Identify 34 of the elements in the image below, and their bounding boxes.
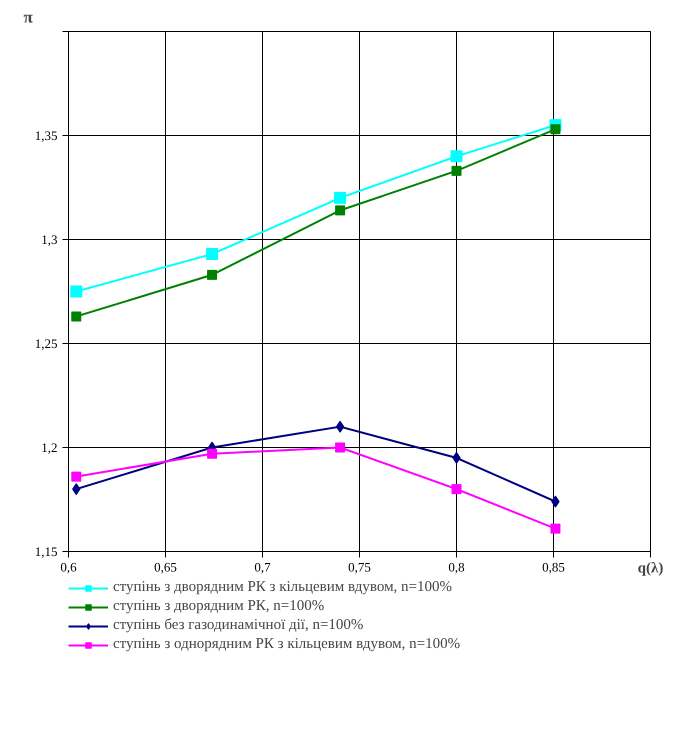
y-tick-label: 1,2 — [41, 440, 58, 455]
point — [206, 248, 218, 260]
y-axis-title: π — [24, 8, 34, 26]
point — [550, 524, 560, 534]
legend-label: ступінь з дворядним РК з кільцевим вдувом, n=100% — [113, 579, 452, 596]
x-tick-label: 0,7 — [254, 560, 272, 574]
point — [551, 496, 560, 508]
point — [334, 192, 346, 204]
point — [450, 150, 462, 162]
point — [207, 448, 218, 459]
point — [452, 452, 461, 464]
legend-label: ступінь без газодинамічної дії, n=100% — [113, 617, 364, 634]
y-tick-label: 1,25 — [34, 336, 58, 351]
legend-label: ступінь з однорядним РК з кільцевим вдувом, n=100% — [113, 636, 460, 653]
x-tick-label: 0,85 — [542, 560, 565, 574]
x-tick-label: 0,65 — [154, 560, 177, 574]
x-tick-label: 0,8 — [448, 560, 465, 574]
point — [550, 124, 560, 134]
y-tick-label: 1,3 — [41, 232, 58, 247]
point — [335, 205, 346, 216]
point — [336, 420, 344, 433]
point — [335, 442, 346, 452]
point — [71, 311, 82, 322]
point — [70, 286, 82, 298]
point — [71, 472, 82, 482]
x-axis-title: q(λ) — [638, 560, 664, 576]
y-tick-label: 1,35 — [34, 128, 58, 143]
legend-label: ступінь з дворядним РК, n=100% — [113, 598, 324, 615]
x-tick-label: 0,6 — [60, 560, 78, 574]
point — [452, 166, 462, 176]
y-tick-label: 1,15 — [34, 544, 58, 559]
point — [207, 270, 218, 280]
point — [452, 484, 462, 494]
x-tick-label: 0,75 — [348, 560, 371, 574]
